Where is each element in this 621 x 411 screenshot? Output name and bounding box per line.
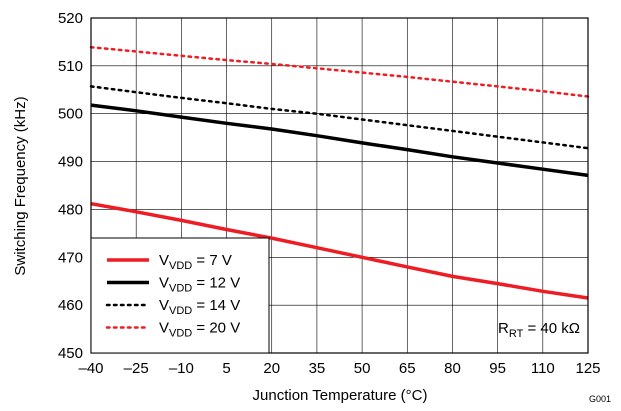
series-line	[89, 85, 590, 150]
x-tick-label: –25	[124, 360, 149, 377]
x-tick-label: 35	[309, 360, 326, 377]
y-tick-label: 450	[58, 345, 83, 362]
legend-label: VVDD = 14 V	[159, 297, 240, 317]
series-lines	[89, 45, 590, 300]
series-line	[90, 103, 589, 178]
y-tick-label: 510	[58, 58, 83, 75]
y-axis-title: Switching Frequency (kHz)	[12, 96, 29, 275]
y-tick-label: 500	[58, 106, 83, 123]
x-tick-label: 20	[263, 360, 280, 377]
x-tick-label: 125	[575, 360, 600, 377]
series-line	[90, 201, 589, 300]
y-tick-label: 480	[58, 201, 83, 218]
x-axis-title: Junction Temperature (°C)	[253, 387, 428, 404]
x-tick-label: 50	[354, 360, 371, 377]
y-tick-labels: 450 460 470 480 490 500 510 520	[58, 10, 83, 362]
x-tick-label: 80	[444, 360, 461, 377]
legend-box	[90, 237, 270, 354]
x-tick-label: 5	[222, 360, 230, 377]
rt-annotation: RRT = 40 kΩ	[498, 320, 580, 340]
x-tick-labels: –40 –25 –10 5 20 35 50 65 80 95 110 125	[78, 360, 600, 377]
y-tick-label: 520	[58, 10, 83, 27]
y-tick-label: 460	[58, 297, 83, 314]
figure-id: G001	[589, 394, 611, 404]
legend-label: VVDD = 20 V	[159, 320, 240, 340]
series-line	[89, 45, 590, 98]
x-tick-label: –10	[169, 360, 194, 377]
legend-label: VVDD = 12 V	[159, 275, 240, 295]
x-tick-label: 110	[531, 360, 555, 377]
x-tick-label: 65	[399, 360, 416, 377]
x-tick-label: –40	[78, 360, 103, 377]
x-tick-label: 95	[489, 360, 506, 377]
y-tick-label: 490	[58, 154, 83, 171]
legend-label: VVDD = 7 V	[159, 252, 232, 272]
y-tick-label: 470	[58, 249, 83, 266]
plot-frame	[90, 17, 589, 354]
